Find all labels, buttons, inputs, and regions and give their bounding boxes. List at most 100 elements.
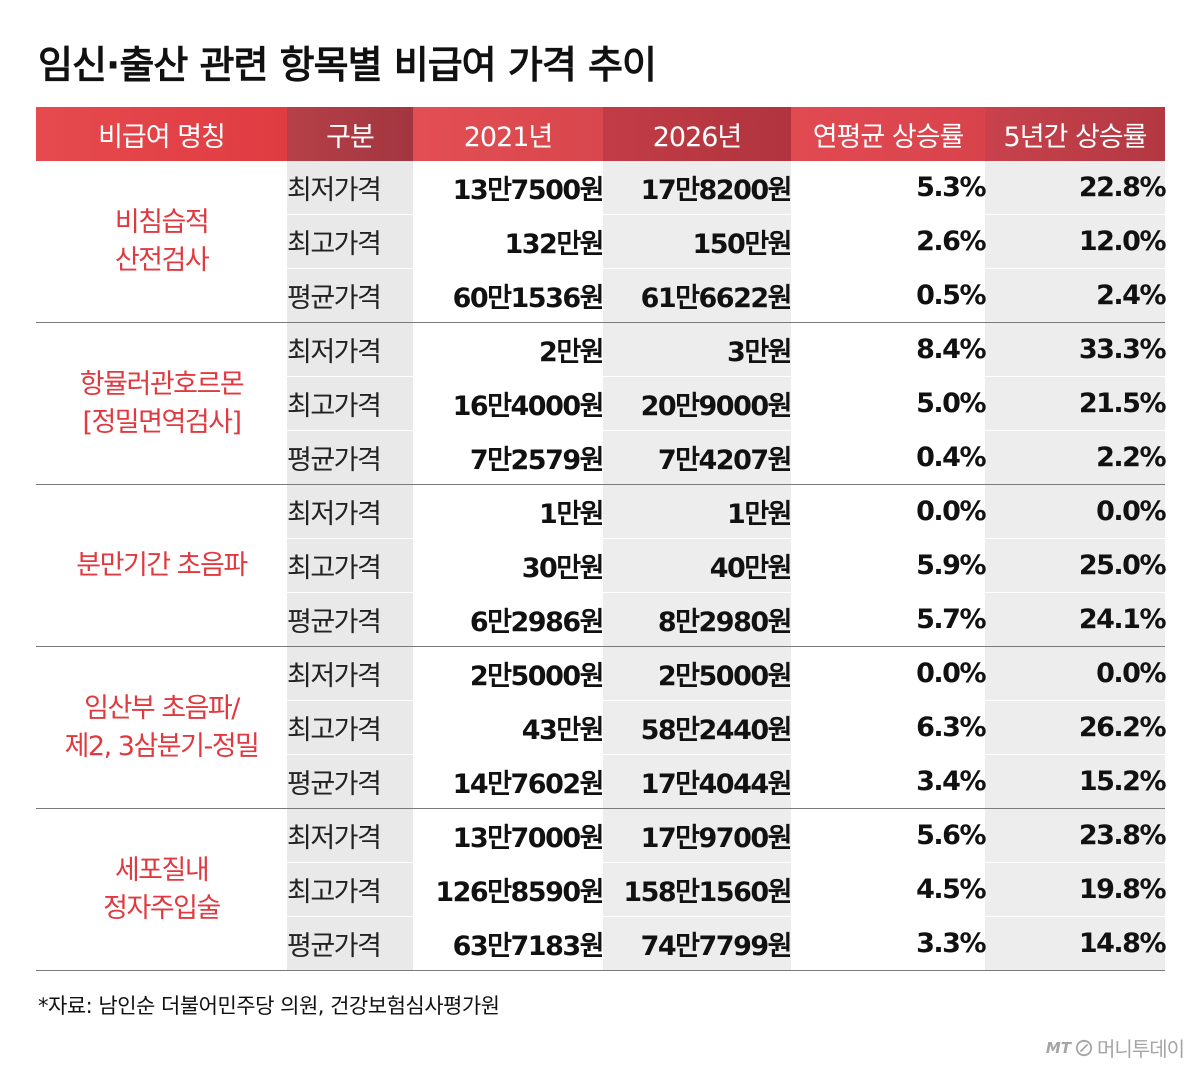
price-kind-cell: 최저가격 bbox=[287, 322, 413, 377]
item-name-line: 비침습적 bbox=[114, 206, 210, 238]
header-cell: 2021년 bbox=[413, 107, 603, 161]
price-2026-cell: 1만원 bbox=[603, 484, 793, 539]
five-year-rate-cell: 23.8% bbox=[985, 808, 1167, 863]
price-kind-cell: 최고가격 bbox=[287, 214, 413, 269]
table-row: 세포질내 정자주입술 최저가격 13만7000원 17만9700원 5.6% 23.8% bbox=[36, 808, 1167, 971]
item-name-line: 임산부 초음파/ bbox=[84, 692, 240, 724]
price-2021-cell: 43만원 bbox=[413, 700, 605, 755]
five-year-rate-cell: 22.8% bbox=[985, 161, 1167, 215]
item-name-line: 제2, 3삼분기-정밀 bbox=[64, 730, 260, 762]
annual-rate-cell: 5.6% bbox=[791, 808, 987, 863]
price-2026-cell: 2만5000원 bbox=[603, 646, 793, 701]
price-kind-cell: 최고가격 bbox=[287, 862, 413, 917]
annual-rate-cell: 3.3% bbox=[791, 916, 987, 971]
table-row: 임산부 초음파/제2, 3삼분기-정밀 최저가격 2만5000원 2만5000원 0.0… bbox=[36, 646, 1167, 809]
table-row: 평균가격 14만7602원 17만4044원 3.4% 15.2% bbox=[36, 754, 1167, 809]
table-row: 평균가격 63만7183원 74만7799원 3.3% 14.8% bbox=[36, 916, 1167, 971]
price-kind-cell: 최저가격 bbox=[287, 808, 413, 863]
table-row: 평균가격 6만2986원 8만2980원 5.7% 24.1% bbox=[36, 592, 1167, 647]
price-kind-cell: 최고가격 bbox=[287, 376, 413, 431]
five-year-rate-cell: 2.2% bbox=[985, 430, 1167, 485]
five-year-rate-cell: 15.2% bbox=[985, 754, 1167, 809]
annual-rate-cell: 5.7% bbox=[791, 592, 987, 647]
price-2026-cell: 20만9000원 bbox=[603, 376, 793, 431]
price-2026-cell: 74만7799원 bbox=[603, 916, 793, 971]
price-kind-cell: 최고가격 bbox=[287, 700, 413, 755]
price-2021-cell: 14만7602원 bbox=[413, 754, 605, 809]
item-name-line: 세포질내 bbox=[114, 854, 210, 886]
five-year-rate-cell: 14.8% bbox=[985, 916, 1167, 971]
table-body: 비침습적 산전검사 최저가격 13만7500원 17만8200원 5.3% 22.8% 최고가… bbox=[36, 161, 1167, 971]
header-cell: 2026년 bbox=[603, 107, 791, 161]
price-2026-cell: 58만2440원 bbox=[603, 700, 793, 755]
five-year-rate-cell: 2.4% bbox=[985, 268, 1167, 323]
price-2026-cell: 8만2980원 bbox=[603, 592, 793, 647]
price-2021-cell: 63만7183원 bbox=[413, 916, 605, 971]
item-name-cell: 분만기간 초음파 bbox=[36, 484, 287, 647]
price-2021-cell: 16만4000원 bbox=[413, 376, 605, 431]
price-2021-cell: 132만원 bbox=[413, 214, 605, 269]
item-name-line: [정밀면역검사] bbox=[82, 406, 242, 438]
table-row: 평균가격 7만2579원 7만4207원 0.4% 2.2% bbox=[36, 430, 1167, 485]
five-year-rate-cell: 19.8% bbox=[985, 862, 1167, 917]
table-row: 최고가격 16만4000원 20만9000원 5.0% 21.5% bbox=[36, 376, 1167, 431]
table-row: 최고가격 132만원 150만원 2.6% 12.0% bbox=[36, 214, 1167, 269]
five-year-rate-cell: 0.0% bbox=[985, 646, 1167, 701]
item-name-line: 분만기간 초음파 bbox=[76, 549, 248, 581]
annual-rate-cell: 0.0% bbox=[791, 484, 987, 539]
annual-rate-cell: 3.4% bbox=[791, 754, 987, 809]
five-year-rate-cell: 33.3% bbox=[985, 322, 1167, 377]
price-2021-cell: 60만1536원 bbox=[413, 268, 605, 323]
table-row: 평균가격 60만1536원 61만6622원 0.5% 2.4% bbox=[36, 268, 1167, 323]
table-row: 최고가격 126만8590원 158만1560원 4.5% 19.8% bbox=[36, 862, 1167, 917]
price-2026-cell: 3만원 bbox=[603, 322, 793, 377]
table-row: 비침습적 산전검사 최저가격 13만7500원 17만8200원 5.3% 22.8% bbox=[36, 161, 1167, 323]
brand-logo: MT 머니투데이 bbox=[1045, 1033, 1185, 1062]
item-name-cell: 임산부 초음파/제2, 3삼분기-정밀 bbox=[36, 646, 287, 809]
annual-rate-cell: 2.6% bbox=[791, 214, 987, 269]
annual-rate-cell: 6.3% bbox=[791, 700, 987, 755]
price-kind-cell: 평균가격 bbox=[287, 430, 413, 485]
header-row: 비급여 명칭 구분 2021년 2026년 연평균 상승률 5년간 상승률 bbox=[36, 107, 1165, 161]
item-name-line: 산전검사 bbox=[114, 244, 210, 276]
item-name-line: 정자주입술 bbox=[103, 892, 221, 924]
price-kind-cell: 평균가격 bbox=[287, 754, 413, 809]
annual-rate-cell: 5.9% bbox=[791, 538, 987, 593]
brand-name: 머니투데이 bbox=[1097, 1037, 1185, 1061]
price-2021-cell: 126만8590원 bbox=[413, 862, 605, 917]
price-2021-cell: 7만2579원 bbox=[413, 430, 605, 485]
mt-logo-icon bbox=[1075, 1039, 1093, 1056]
source-note: *자료: 남인순 더불어민주당 의원, 건강보험심사평가원 bbox=[38, 994, 500, 1018]
five-year-rate-cell: 25.0% bbox=[985, 538, 1167, 593]
price-2021-cell: 2만원 bbox=[413, 322, 605, 377]
price-2021-cell: 13만7000원 bbox=[413, 808, 605, 863]
five-year-rate-cell: 24.1% bbox=[985, 592, 1167, 647]
header-cell: 연평균 상승률 bbox=[791, 107, 985, 161]
price-2026-cell: 17만4044원 bbox=[603, 754, 793, 809]
annual-rate-cell: 0.4% bbox=[791, 430, 987, 485]
table-row: 항뮬러관호르몬 [정밀면역검사] 최저가격 2만원 3만원 8.4% 33.3% bbox=[36, 322, 1167, 485]
five-year-rate-cell: 21.5% bbox=[985, 376, 1167, 431]
table-row: 최고가격 30만원 40만원 5.9% 25.0% bbox=[36, 538, 1167, 593]
price-kind-cell: 최저가격 bbox=[287, 161, 413, 215]
price-2021-cell: 1만원 bbox=[413, 484, 605, 539]
price-2021-cell: 6만2986원 bbox=[413, 592, 605, 647]
price-2026-cell: 17만9700원 bbox=[603, 808, 793, 863]
annual-rate-cell: 4.5% bbox=[791, 862, 987, 917]
brand-prefix: MT bbox=[1045, 1038, 1071, 1057]
annual-rate-cell: 5.3% bbox=[791, 161, 987, 215]
table-row: 최고가격 43만원 58만2440원 6.3% 26.2% bbox=[36, 700, 1167, 755]
annual-rate-cell: 8.4% bbox=[791, 322, 987, 377]
price-kind-cell: 최저가격 bbox=[287, 646, 413, 701]
price-2026-cell: 158만1560원 bbox=[603, 862, 793, 917]
price-2021-cell: 13만7500원 bbox=[413, 161, 605, 215]
annual-rate-cell: 0.0% bbox=[791, 646, 987, 701]
price-2026-cell: 7만4207원 bbox=[603, 430, 793, 485]
price-2021-cell: 2만5000원 bbox=[413, 646, 605, 701]
price-table: 비급여 명칭 구분 2021년 2026년 연평균 상승률 5년간 상승률 비침… bbox=[36, 107, 1167, 971]
header-cell: 비급여 명칭 bbox=[36, 107, 287, 161]
page-title: 임신·출산 관련 항목별 비급여 가격 추이 bbox=[38, 43, 657, 87]
annual-rate-cell: 0.5% bbox=[791, 268, 987, 323]
